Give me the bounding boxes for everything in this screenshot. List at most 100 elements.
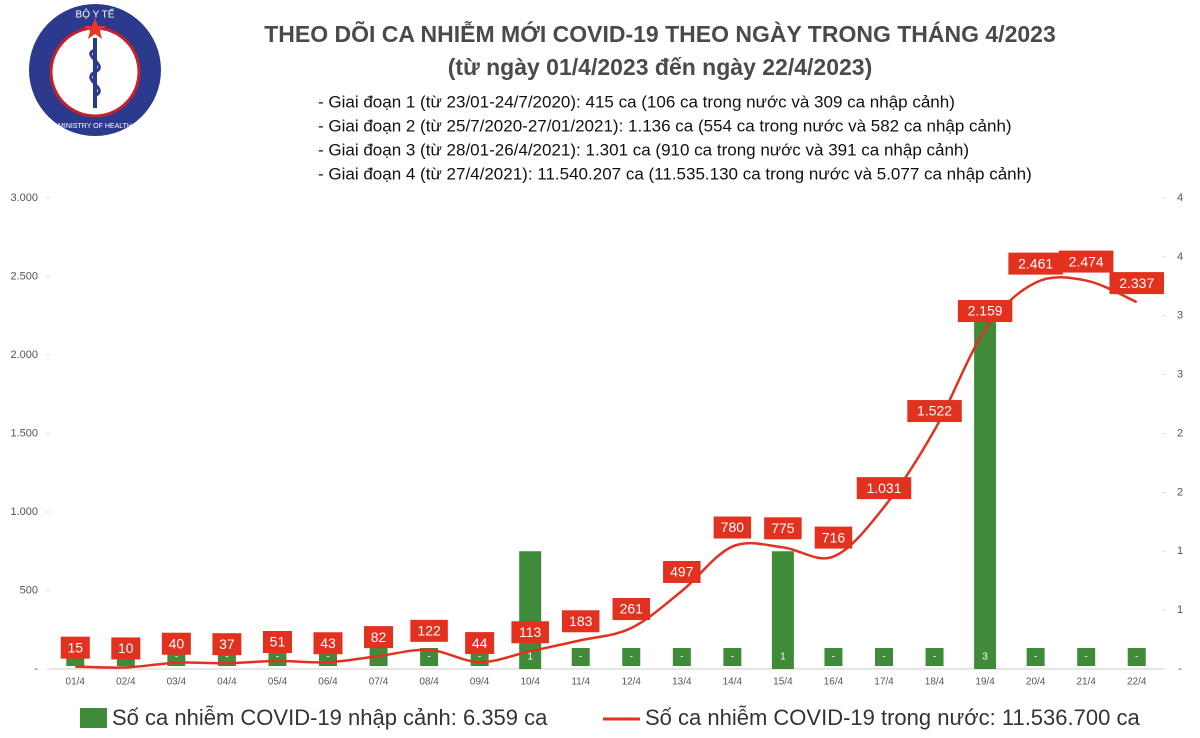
value-label-box <box>111 637 141 660</box>
y2-tick-label: 1 <box>1177 604 1183 616</box>
value-label-box <box>561 610 600 633</box>
y2-tick-label: 3 <box>1177 369 1183 381</box>
bar-value-label: - <box>630 652 633 663</box>
value-label-box <box>410 619 448 642</box>
bar-label-box <box>723 648 742 666</box>
bar <box>974 315 997 669</box>
legend-label: Số ca nhiễm COVID-19 nhập cảnh: 6.359 ca <box>112 705 548 730</box>
value-label: 43 <box>320 635 336 651</box>
value-label: 780 <box>721 519 745 535</box>
x-tick-label: 15/4 <box>773 677 793 688</box>
x-tick-label: 10/4 <box>520 677 540 688</box>
value-label-box <box>612 598 651 621</box>
bar-value-label: - <box>1085 652 1088 663</box>
bar-label-box <box>773 648 792 666</box>
x-tick-label: 12/4 <box>622 677 642 688</box>
x-tick-label: 09/4 <box>470 677 490 688</box>
value-label-box <box>60 636 90 659</box>
value-label-box <box>814 526 853 549</box>
y-tick-label: 1.000 <box>10 506 38 518</box>
value-label-box <box>713 516 752 539</box>
x-tick-label: 20/4 <box>1026 677 1046 688</box>
x-tick-label: 02/4 <box>116 677 136 688</box>
bar-value-label: - <box>579 652 582 663</box>
logo: BỘ Y TẾ MINISTRY OF HEALTH <box>29 4 161 136</box>
value-label: 2.159 <box>968 303 1003 319</box>
value-label: 51 <box>270 634 286 650</box>
annotation: - Giai đoạn 1 (từ 23/01-24/7/2020): 415 … <box>318 92 955 111</box>
value-label-box <box>1058 250 1114 273</box>
value-label: 2.337 <box>1119 275 1154 291</box>
value-label-box <box>212 633 242 656</box>
value-label-box <box>957 300 1013 323</box>
bar-label-box <box>1026 648 1045 666</box>
bar-value-label: 3 <box>982 652 988 663</box>
y2-tick-label: 1 <box>1177 545 1183 557</box>
x-tick-label: 17/4 <box>874 677 894 688</box>
value-label: 122 <box>417 623 441 639</box>
value-label: 183 <box>569 613 593 629</box>
bar-value-label: - <box>1135 652 1138 663</box>
value-label: 113 <box>519 624 542 640</box>
line <box>75 276 1138 669</box>
logo-top: BỘ Y TẾ <box>76 8 115 21</box>
y2-tick-label: 3 <box>1177 310 1183 322</box>
annotation: - Giai đoạn 4 (từ 27/4/2021): 11.540.207… <box>318 164 1032 183</box>
bar-value-label: - <box>933 652 936 663</box>
value-label: 1.031 <box>866 480 901 496</box>
x-tick-label: 03/4 <box>167 677 187 688</box>
value-label: 40 <box>169 635 185 651</box>
logo-bottom: MINISTRY OF HEALTH <box>58 123 132 130</box>
x-tick-label: 07/4 <box>369 677 389 688</box>
x-tick-label: 19/4 <box>975 677 995 688</box>
y-tick-label: 2.000 <box>10 349 38 361</box>
value-label-box <box>1109 272 1164 295</box>
bar-value-label: - <box>326 652 329 663</box>
value-label-box <box>262 630 292 653</box>
bar-value-label: - <box>427 652 430 663</box>
bar <box>771 551 794 669</box>
bar-value-label: - <box>276 652 279 663</box>
y-tick-label: - <box>34 663 38 675</box>
value-label: 1.522 <box>917 403 952 419</box>
value-label-box <box>907 400 962 423</box>
x-tick-label: 16/4 <box>824 677 844 688</box>
value-label: 15 <box>67 639 83 655</box>
x-tick-label: 21/4 <box>1076 677 1096 688</box>
x-tick-label: 14/4 <box>723 677 743 688</box>
value-label-box <box>364 626 394 649</box>
x-tick-label: 11/4 <box>571 677 590 688</box>
bar-value-label: - <box>478 652 481 663</box>
logo-star <box>84 18 106 39</box>
value-label: 2.474 <box>1069 253 1104 269</box>
value-label-box <box>764 517 802 540</box>
x-tick-label: 22/4 <box>1127 677 1147 688</box>
bar-value-label: - <box>1034 652 1037 663</box>
x-tick-label: 18/4 <box>925 677 945 688</box>
y2-tick-label: 2 <box>1177 427 1183 439</box>
bar-value-label: - <box>680 652 683 663</box>
y-tick-label: 3.000 <box>10 192 38 204</box>
x-tick-label: 01/4 <box>66 677 86 688</box>
value-label-box <box>313 632 343 655</box>
bar-label-box <box>622 648 641 666</box>
bar-value-label: - <box>882 652 885 663</box>
legend-label: Số ca nhiễm COVID-19 trong nước: 11.536.… <box>645 705 1140 730</box>
y2-tick-label: - <box>1178 663 1182 675</box>
y2-tick-label: 2 <box>1177 486 1183 498</box>
bar-label-box <box>1077 648 1096 666</box>
y2-tick-label: 4 <box>1177 251 1183 263</box>
value-label: 497 <box>670 564 694 580</box>
x-tick-label: 08/4 <box>419 677 439 688</box>
value-label: 775 <box>771 520 795 536</box>
value-label: 261 <box>620 601 644 617</box>
x-tick-label: 04/4 <box>217 677 237 688</box>
logo-snake <box>89 48 101 98</box>
bar-value-label: 1 <box>780 652 786 663</box>
value-label-box <box>161 632 191 655</box>
value-label: 37 <box>219 636 235 652</box>
annotation: - Giai đoạn 2 (từ 25/7/2020-27/01/2021):… <box>318 116 1012 135</box>
bar-label-box <box>672 648 691 666</box>
value-label: 2.461 <box>1018 255 1053 271</box>
